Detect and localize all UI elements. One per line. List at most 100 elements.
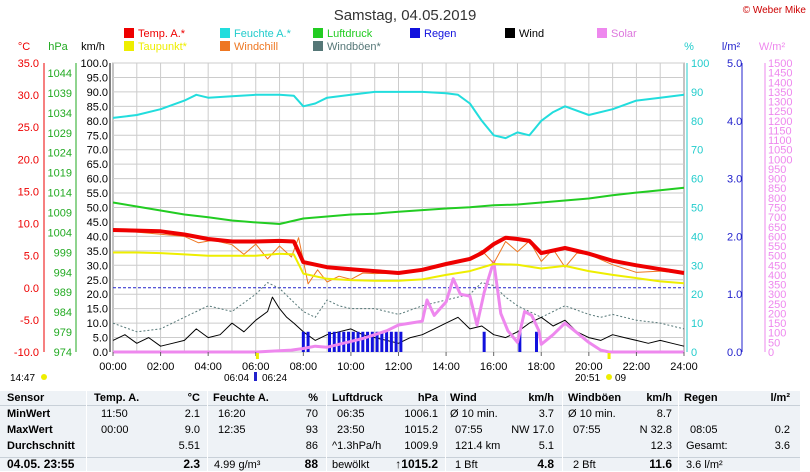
hpa-tick: 1039 bbox=[48, 88, 72, 100]
time-tick-label: 22:00 bbox=[623, 361, 651, 373]
percent-tick: 100 bbox=[691, 58, 709, 70]
kmh-tick: 75.0 bbox=[87, 130, 108, 142]
sunset-marker: 09 bbox=[615, 373, 627, 384]
percent-tick: 10 bbox=[691, 318, 703, 330]
rain-tick: 0.0 bbox=[727, 347, 742, 359]
press-avg: 1009.9 bbox=[404, 440, 438, 452]
press-trend: ^1.3hPa/h bbox=[332, 440, 382, 452]
sunrise-marker-icon bbox=[254, 372, 257, 381]
temp-min: 2.1 bbox=[184, 408, 200, 420]
legend-label-6: Taupunkt* bbox=[138, 41, 188, 53]
kmh-tick: 65.0 bbox=[87, 159, 108, 171]
celsius-tick: 0.0 bbox=[24, 283, 39, 295]
percent-tick: 90 bbox=[691, 87, 703, 99]
legend-label-7: Windchill bbox=[234, 41, 278, 53]
row-label-max: MaxWert bbox=[7, 424, 53, 436]
day-length: 14:47 bbox=[10, 373, 35, 384]
kmh-tick: 10.0 bbox=[87, 318, 108, 330]
kmh-tick: 55.0 bbox=[87, 188, 108, 200]
sunset-time: 20:51 bbox=[575, 373, 600, 384]
legend-swatch-3 bbox=[410, 28, 420, 38]
solar-tick: 800 bbox=[768, 193, 786, 205]
rain-bar bbox=[380, 331, 384, 352]
solar-tick: 1450 bbox=[768, 68, 792, 80]
temp-header: Temp. A. bbox=[94, 392, 140, 404]
hpa-tick: 1019 bbox=[48, 168, 72, 180]
rain-bar bbox=[399, 331, 403, 352]
time-tick-label: 12:00 bbox=[385, 361, 413, 373]
hpa-tick: 974 bbox=[54, 347, 72, 359]
legend-label-3: Regen bbox=[424, 28, 456, 40]
kmh-tick: 0.0 bbox=[93, 347, 108, 359]
celsius-tick: 35.0 bbox=[18, 58, 39, 70]
wind-bft: 1 Bft bbox=[455, 459, 478, 471]
solar-axis-unit: W/m² bbox=[759, 41, 786, 53]
celsius-tick: 20.0 bbox=[18, 154, 39, 166]
temp-current: 2.3 bbox=[183, 457, 200, 471]
solar-tick: 950 bbox=[768, 164, 786, 176]
percent-tick: 0 bbox=[691, 347, 697, 359]
rain-bar bbox=[389, 331, 393, 352]
plot-area bbox=[112, 90, 685, 354]
kmh-tick: 60.0 bbox=[87, 174, 108, 186]
time-tick-label: 08:00 bbox=[290, 361, 318, 373]
gust-bft: 2 Bft bbox=[573, 459, 596, 471]
percent-tick: 60 bbox=[691, 174, 703, 186]
celsius-tick: 5.0 bbox=[24, 251, 39, 263]
row-label-min: MinWert bbox=[7, 408, 51, 420]
wind-min: 3.7 bbox=[538, 408, 554, 420]
legend-swatch-4 bbox=[505, 28, 515, 38]
solar-tick: 450 bbox=[768, 260, 786, 272]
rain-unit: l/m² bbox=[770, 392, 790, 404]
solar-tick: 650 bbox=[768, 222, 786, 234]
solar-tick: 1100 bbox=[768, 135, 792, 147]
row-label-avg: Durchschnitt bbox=[7, 440, 75, 452]
rain-bar bbox=[375, 331, 379, 352]
solar-tick: 100 bbox=[768, 328, 786, 340]
rain-max-time: 08:05 bbox=[690, 424, 718, 436]
sunrise-marker-time: 06:24 bbox=[262, 373, 287, 384]
press-header: Luftdruck bbox=[332, 392, 383, 404]
hpa-tick: 1024 bbox=[48, 148, 72, 160]
legend-swatch-8 bbox=[313, 41, 323, 51]
sun-icon bbox=[41, 374, 47, 380]
rain-bar bbox=[356, 331, 360, 352]
rain-bar bbox=[301, 331, 305, 352]
rain-tick: 2.0 bbox=[727, 231, 742, 243]
press-min-time: 06:35 bbox=[337, 408, 365, 420]
kmh-tick: 35.0 bbox=[87, 246, 108, 258]
series-line-tempa bbox=[112, 228, 685, 275]
kmh-tick: 20.0 bbox=[87, 289, 108, 301]
hpa-tick: 1009 bbox=[48, 207, 72, 219]
solar-tick: 1050 bbox=[768, 145, 792, 157]
sunrise-axis-marker bbox=[255, 353, 259, 359]
gust-max-time: 07:55 bbox=[573, 424, 601, 436]
series-line-solar bbox=[113, 259, 684, 354]
legend-label-0: Temp. A.* bbox=[138, 28, 186, 40]
solar-tick: 350 bbox=[768, 280, 786, 292]
gust-avg: 12.3 bbox=[650, 440, 672, 452]
celsius-tick: 30.0 bbox=[18, 90, 39, 102]
legend-label-8: Windböen* bbox=[327, 41, 382, 53]
hum-max-time: 12:35 bbox=[218, 424, 246, 436]
percent-tick: 30 bbox=[691, 260, 703, 272]
rain-bar bbox=[328, 331, 332, 352]
legend-swatch-6 bbox=[124, 41, 134, 51]
time-tick-label: 06:00 bbox=[242, 361, 270, 373]
rain-tick: 5.0 bbox=[727, 58, 742, 70]
kmh-tick: 45.0 bbox=[87, 217, 108, 229]
time-tick-label: 02:00 bbox=[147, 361, 175, 373]
gust-current: 11.6 bbox=[649, 457, 672, 471]
kmh-tick: 50.0 bbox=[87, 203, 108, 215]
solar-tick: 600 bbox=[768, 231, 786, 243]
celsius-tick: 25.0 bbox=[18, 122, 39, 134]
time-tick-label: 00:00 bbox=[99, 361, 127, 373]
time-tick-label: 24:00 bbox=[670, 361, 698, 373]
series-line-taupunkt bbox=[113, 251, 685, 285]
rain-bar bbox=[518, 331, 522, 352]
kmh-tick: 85.0 bbox=[87, 101, 108, 113]
temp-avg: 5.51 bbox=[178, 440, 200, 452]
chart-legend: Temp. A.* Feuchte A.* Luftdruck Regen Wind So… bbox=[124, 28, 637, 53]
legend-label-1: Feuchte A.* bbox=[234, 28, 292, 40]
rain-current: 3.6 l/m² bbox=[686, 459, 723, 471]
